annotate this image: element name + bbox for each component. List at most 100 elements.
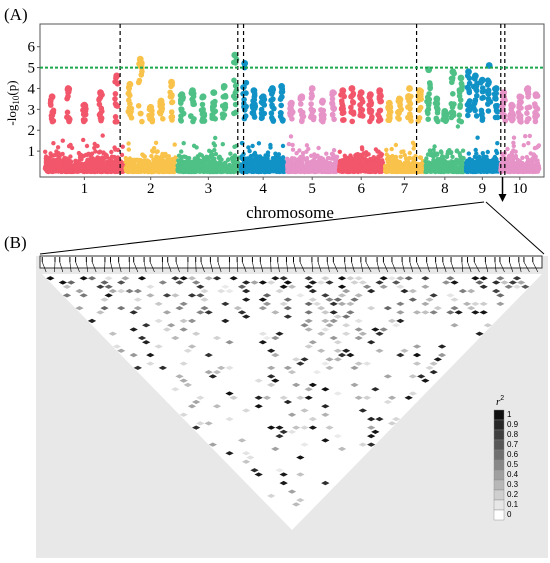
snp-point: [194, 145, 199, 150]
snp-point: [416, 168, 422, 173]
snp-peak-point: [48, 93, 56, 101]
snp-point: [186, 156, 192, 161]
snp-point: [298, 101, 304, 107]
snp-point: [264, 159, 269, 164]
snp-point: [153, 140, 159, 145]
snp-point: [407, 150, 412, 156]
snp-point: [63, 162, 68, 167]
snp-point: [278, 102, 285, 109]
snp-point: [473, 87, 480, 94]
snp-point: [206, 167, 212, 173]
snp-point: [281, 158, 286, 164]
snp-point: [185, 167, 191, 173]
snp-point: [222, 104, 229, 110]
snp-point: [97, 94, 104, 101]
snp-point: [196, 168, 201, 173]
snp-point: [180, 168, 185, 173]
snp-point: [290, 142, 295, 148]
snp-peak-point: [168, 78, 175, 86]
snp-point: [276, 157, 282, 162]
snp-point: [280, 143, 286, 149]
snp-point: [298, 169, 303, 175]
snp-point: [51, 141, 56, 146]
snp-peak-point: [406, 85, 413, 92]
snp-point: [371, 155, 376, 160]
snp-point: [53, 152, 58, 157]
snp-point: [300, 162, 305, 168]
snp-point: [341, 93, 348, 100]
snp-point: [416, 115, 423, 121]
snp-point: [286, 141, 292, 147]
snp-point: [190, 164, 195, 170]
snp-peak-point: [308, 85, 316, 92]
snp-point: [377, 107, 384, 114]
snp-point: [211, 156, 217, 161]
snp-peak-point: [339, 87, 347, 94]
snp-point: [425, 102, 432, 108]
snp-point: [165, 155, 171, 160]
snp-point: [155, 149, 160, 154]
snp-point: [164, 163, 170, 169]
snp-point: [73, 158, 79, 164]
snp-point: [337, 166, 342, 171]
snp-point: [231, 59, 237, 66]
snp-point: [217, 155, 222, 160]
snp-point: [269, 168, 275, 173]
snp-point: [78, 152, 84, 158]
snp-point: [276, 152, 282, 157]
snp-point: [375, 118, 382, 124]
snp-point: [397, 102, 403, 109]
snp-point: [466, 151, 471, 156]
snp-point: [372, 167, 378, 172]
snp-point: [181, 141, 186, 146]
snp-point: [456, 89, 463, 96]
snp-peak-point: [113, 72, 121, 80]
snp-point: [474, 166, 479, 171]
snp-point: [212, 116, 218, 122]
snp-point: [454, 166, 459, 171]
snp-point: [197, 159, 202, 164]
snp-point: [172, 142, 177, 147]
snp-point: [329, 101, 336, 108]
snp-peak-point: [189, 87, 196, 94]
snp-point: [445, 151, 450, 157]
snp-point: [84, 164, 90, 169]
snp-point: [426, 91, 432, 97]
snp-point: [407, 100, 414, 107]
snp-point: [350, 100, 357, 106]
snp-point: [256, 163, 262, 169]
snp-point: [149, 153, 154, 159]
snp-point: [220, 142, 225, 147]
snp-point: [57, 152, 62, 157]
snp-point: [178, 118, 184, 124]
snp-point: [201, 155, 207, 161]
snp-point: [178, 113, 184, 119]
snp-point: [357, 95, 364, 101]
snp-point: [177, 160, 182, 165]
snp-point: [450, 109, 457, 116]
snp-point: [433, 116, 440, 123]
snp-point: [376, 94, 383, 101]
snp-point: [170, 161, 176, 166]
snp-point: [44, 164, 49, 169]
snp-point: [273, 161, 278, 166]
snp-point: [92, 141, 97, 147]
snp-point: [471, 105, 477, 111]
snp-point: [297, 148, 302, 153]
snp-point: [387, 160, 393, 165]
snp-point: [123, 159, 128, 165]
snp-point: [494, 156, 499, 162]
snp-point: [157, 111, 164, 117]
snp-point: [249, 110, 256, 116]
snp-point: [323, 163, 328, 168]
snp-point: [167, 89, 173, 96]
snp-point: [100, 155, 106, 161]
snp-point: [349, 155, 354, 160]
snp-point: [244, 168, 249, 174]
snp-point: [479, 166, 484, 171]
snp-point: [52, 162, 57, 167]
snp-peak-point: [250, 87, 258, 94]
snp-point: [404, 162, 410, 168]
snp-point: [457, 104, 463, 110]
